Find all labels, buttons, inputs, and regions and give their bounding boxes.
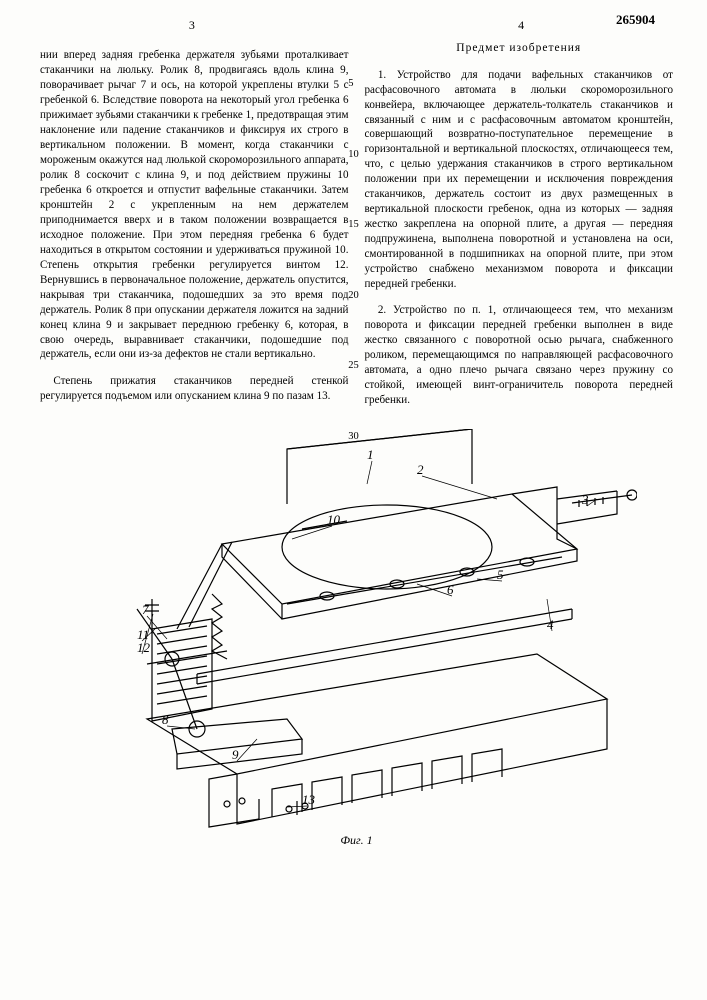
line-number: 20	[348, 290, 359, 301]
column-right: Предмет изобретения 1. Устройство для по…	[365, 37, 674, 419]
claim-text: 2. Устройство по п. 1, отличающееся тем,…	[365, 303, 674, 408]
svg-text:6: 6	[447, 582, 454, 597]
line-number: 15	[348, 219, 359, 230]
svg-text:12: 12	[137, 640, 151, 655]
svg-text:2: 2	[417, 462, 424, 477]
svg-text:7: 7	[142, 602, 149, 617]
svg-text:5: 5	[497, 567, 504, 582]
svg-text:13: 13	[302, 792, 316, 807]
svg-text:3: 3	[581, 492, 589, 507]
svg-text:4: 4	[547, 617, 554, 632]
line-number: 25	[348, 360, 359, 371]
svg-text:8: 8	[162, 712, 169, 727]
line-number: 5	[348, 78, 359, 89]
page: 265904 3 4 5 10 15 20 25 30 нии вперед з…	[0, 0, 707, 1000]
column-left: нии вперед задняя гребенка держателя зуб…	[40, 37, 349, 419]
body-text: нии вперед задняя гребенка держателя зуб…	[40, 48, 349, 362]
body-text: Степень прижатия стаканчиков передней ст…	[40, 374, 349, 404]
figure-area: 12345678910111213 Фиг. 1	[40, 429, 673, 848]
svg-text:10: 10	[327, 512, 341, 527]
figure-drawing: 12345678910111213	[77, 429, 637, 829]
header-row: 3 4	[40, 18, 673, 33]
line-number: 30	[348, 431, 359, 442]
figure-caption: Фиг. 1	[40, 833, 673, 848]
claim-text: 1. Устройство для подачи вафельных стака…	[365, 68, 674, 293]
page-num-left: 3	[40, 18, 344, 33]
doc-number: 265904	[616, 12, 655, 28]
svg-text:9: 9	[232, 747, 239, 762]
line-numbers: 5 10 15 20 25 30	[348, 78, 359, 442]
svg-text:1: 1	[367, 447, 374, 462]
subject-heading: Предмет изобретения	[365, 41, 674, 57]
line-number: 10	[348, 149, 359, 160]
